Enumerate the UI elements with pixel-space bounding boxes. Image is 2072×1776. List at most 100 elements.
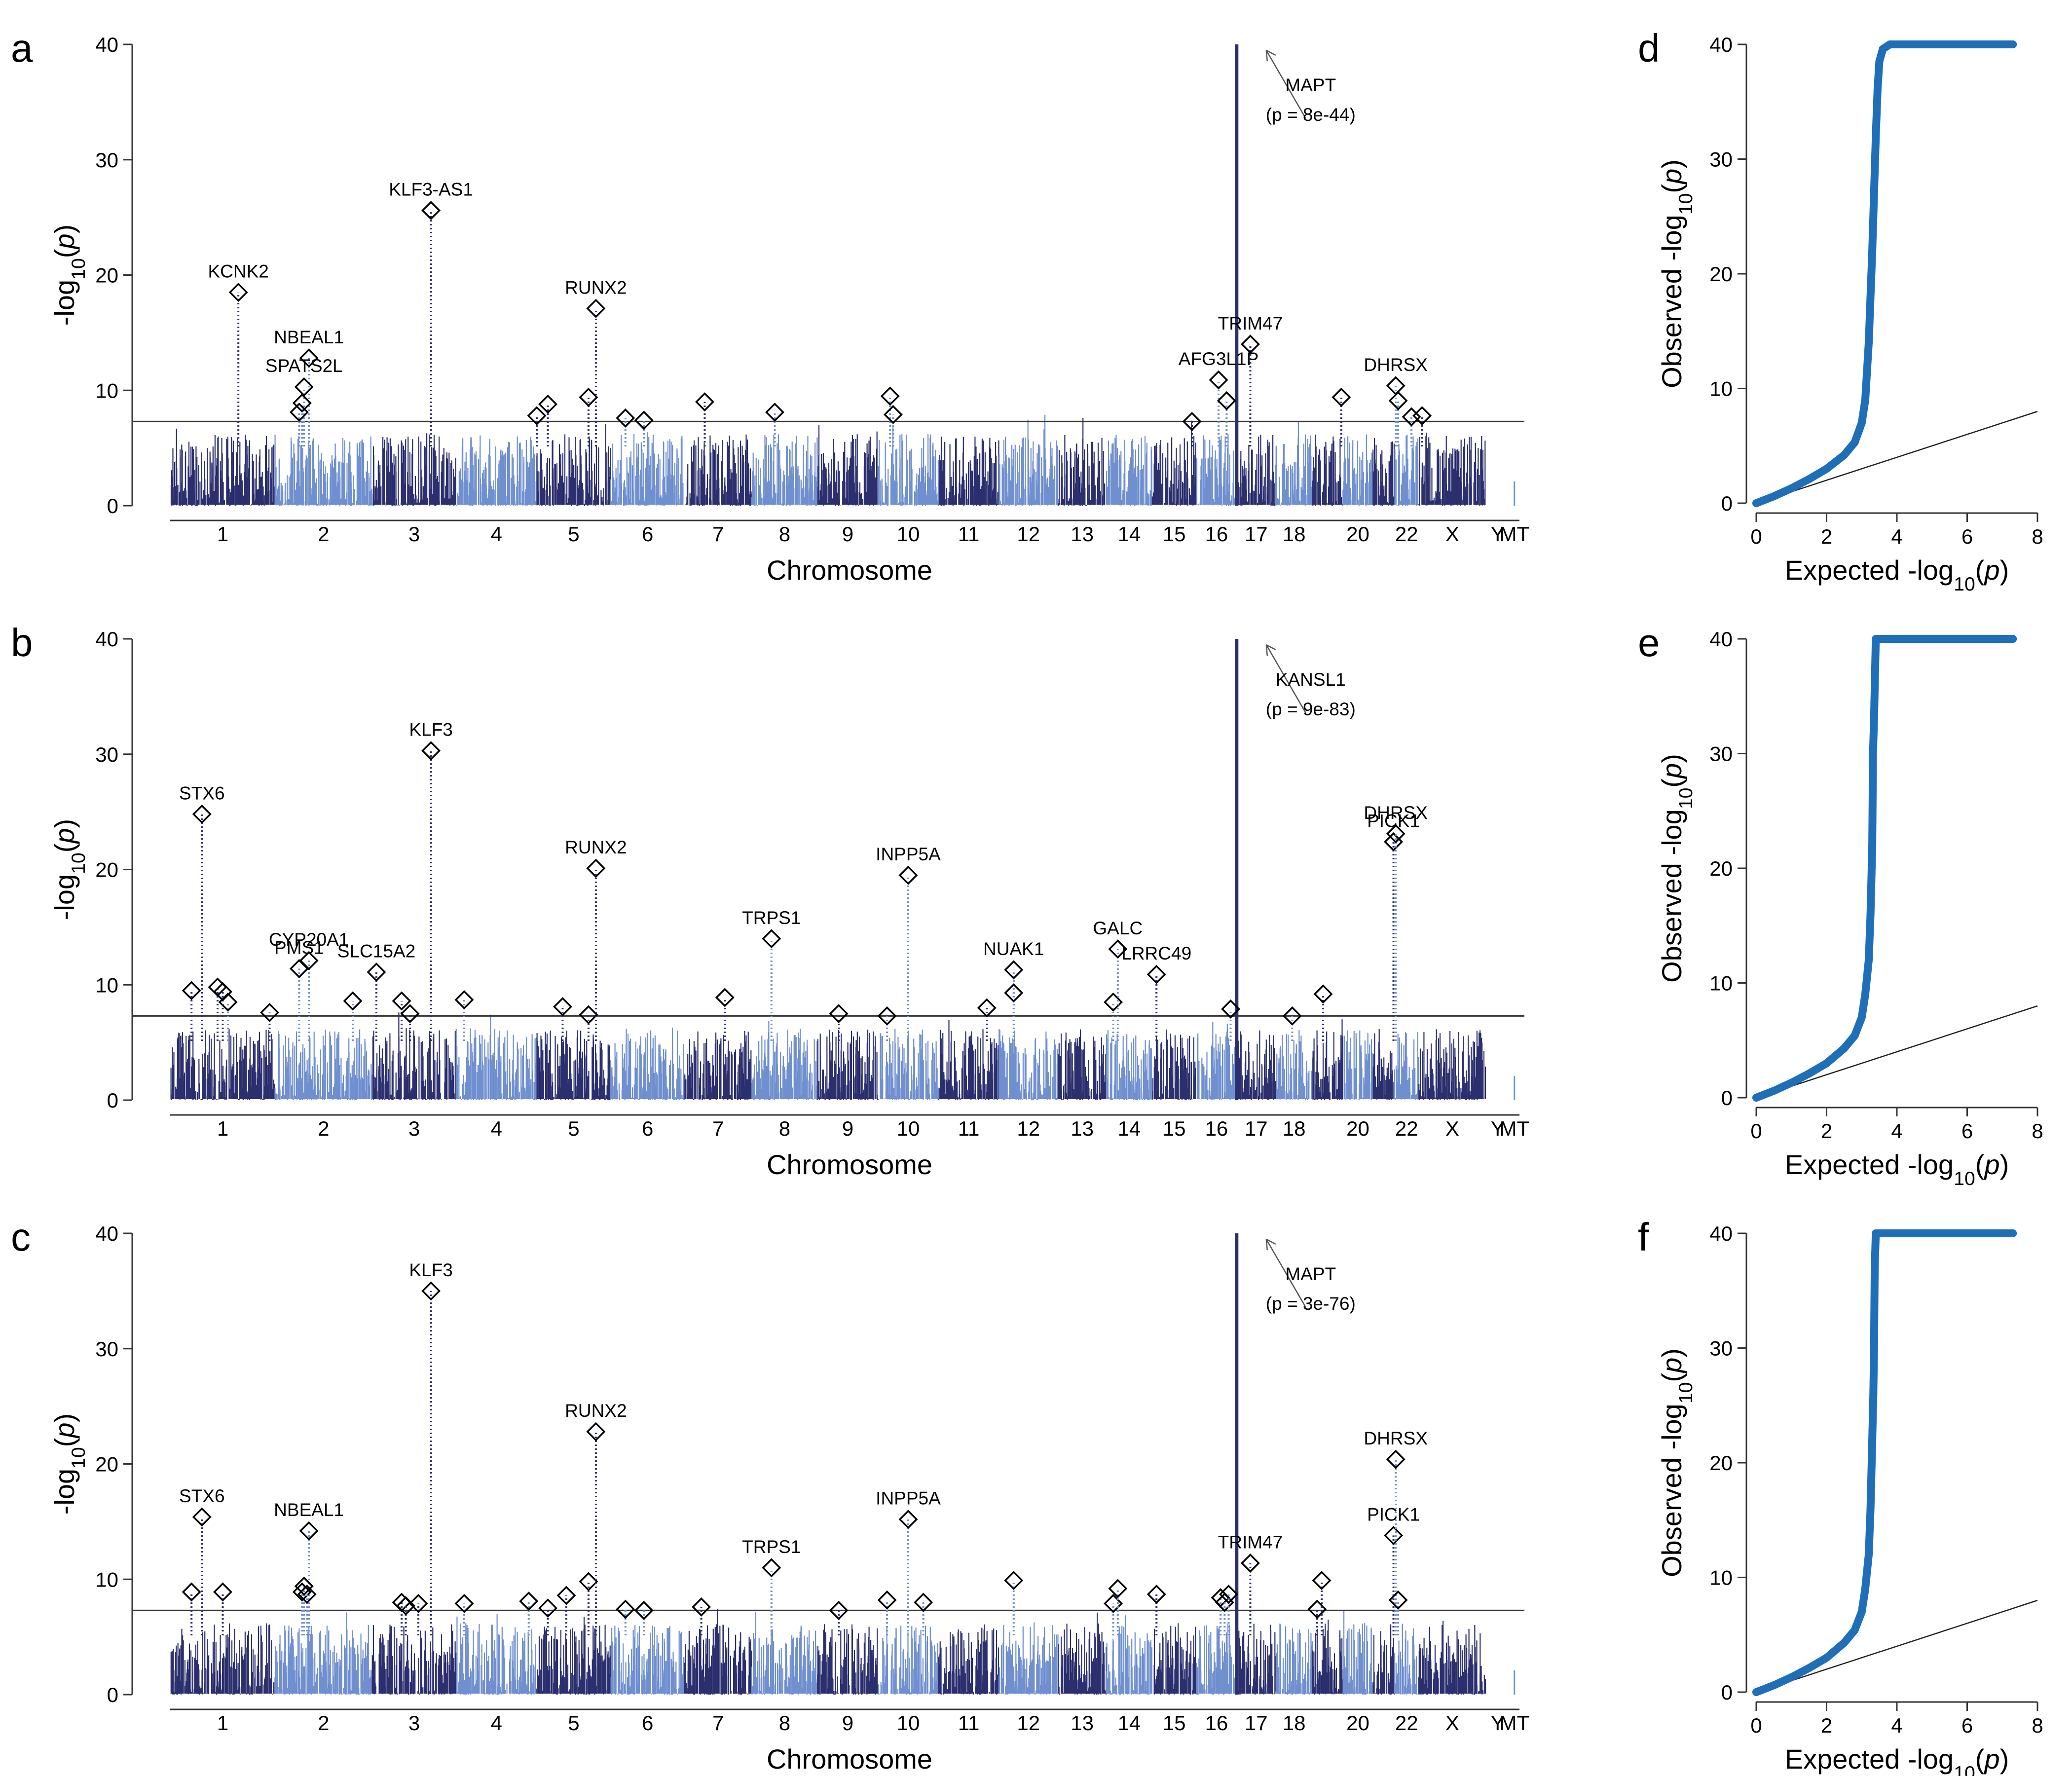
x-tick-label: MT bbox=[1499, 522, 1529, 546]
x-tick-label: 8 bbox=[779, 1117, 790, 1140]
qq-point bbox=[1752, 499, 1760, 507]
y-tick-label: 10 bbox=[1709, 1566, 1733, 1590]
peak-gene-label: SPATS2L bbox=[265, 356, 343, 376]
x-axis-label: Expected -log10(p) bbox=[1785, 1743, 2009, 1776]
peak-marker bbox=[977, 998, 997, 1018]
x-tick-label: MT bbox=[1499, 1711, 1529, 1735]
qq-point bbox=[1991, 635, 1999, 643]
y-tick-label: 20 bbox=[1709, 1451, 1733, 1475]
chromosome-points-23 bbox=[1418, 433, 1486, 506]
peak-gene-label: GALC bbox=[1093, 918, 1143, 938]
top-hit-arrow bbox=[1265, 644, 1306, 713]
y-tick-label: 40 bbox=[95, 33, 118, 56]
x-tick-label: 0 bbox=[1750, 1714, 1762, 1737]
peak-marker bbox=[616, 1599, 635, 1619]
x-tick-label: 11 bbox=[958, 1711, 980, 1735]
peak-marker bbox=[1384, 1525, 1404, 1545]
x-tick-label: 12 bbox=[1017, 1711, 1040, 1735]
qq-point bbox=[1868, 247, 1877, 255]
x-axis-label: Chromosome bbox=[767, 555, 932, 586]
panel-label: d bbox=[1638, 26, 1660, 70]
x-tick-label: 11 bbox=[958, 1117, 980, 1140]
peak-marker bbox=[616, 408, 635, 428]
y-axis-label: -log10(p) bbox=[49, 819, 89, 920]
peak-marker bbox=[400, 1004, 420, 1024]
qq-point bbox=[1879, 45, 1887, 53]
chromosome-points-13 bbox=[1057, 1029, 1107, 1100]
peak-marker bbox=[1282, 1006, 1302, 1026]
x-tick-label: 3 bbox=[408, 522, 420, 546]
peak-marker bbox=[1004, 1571, 1024, 1591]
y-tick-label: 30 bbox=[95, 148, 118, 172]
x-tick-label: 5 bbox=[568, 522, 579, 546]
qq-point bbox=[2009, 635, 2017, 643]
peak-marker bbox=[1388, 1590, 1408, 1610]
x-axis-label: Expected -log10(p) bbox=[1785, 555, 2009, 595]
peak-marker bbox=[343, 991, 363, 1011]
x-tick-label: Y bbox=[1491, 522, 1505, 546]
chromosome-points-2 bbox=[274, 1029, 373, 1100]
qq-point bbox=[1857, 1013, 1866, 1022]
qq-point bbox=[1928, 635, 1936, 643]
peak-marker bbox=[586, 1422, 606, 1442]
y-tick-label: 0 bbox=[1721, 1086, 1733, 1110]
top-hit-pvalue: (p = 3e-76) bbox=[1266, 1294, 1356, 1314]
peak-gene-label: CYP20A1 bbox=[269, 929, 349, 950]
chromosome-points-9 bbox=[817, 1624, 879, 1695]
peak-marker bbox=[883, 405, 903, 424]
peak-marker bbox=[392, 991, 411, 1011]
peak-gene-label: AFG3L1P bbox=[1179, 349, 1258, 369]
top-hit-arrow bbox=[1265, 50, 1306, 119]
peak-marker bbox=[421, 1281, 441, 1301]
x-tick-label: 9 bbox=[842, 1117, 853, 1140]
y-tick-label: 40 bbox=[95, 628, 118, 651]
x-tick-label: 6 bbox=[642, 522, 653, 546]
peak-marker bbox=[1004, 983, 1024, 1003]
y-tick-label: 0 bbox=[1721, 492, 1733, 515]
peak-gene-label: NBEAL1 bbox=[274, 1500, 344, 1520]
chromosome-points-10 bbox=[878, 1626, 938, 1695]
chromosome-points-23 bbox=[1418, 1029, 1486, 1100]
y-tick-label: 40 bbox=[1709, 628, 1733, 651]
y-tick-label: 20 bbox=[95, 264, 118, 287]
peak-marker bbox=[829, 1004, 849, 1024]
qq-point bbox=[1872, 132, 1880, 140]
peak-marker bbox=[762, 1558, 781, 1578]
peak-marker bbox=[294, 377, 314, 397]
x-tick-label: 9 bbox=[842, 522, 853, 546]
peak-marker bbox=[1147, 1585, 1166, 1604]
peak-marker bbox=[1108, 939, 1128, 959]
qq-point bbox=[1822, 1654, 1831, 1662]
peak-marker bbox=[228, 283, 248, 302]
x-tick-label: 10 bbox=[897, 1117, 920, 1140]
peak-marker bbox=[1221, 999, 1241, 1019]
peak-marker bbox=[579, 1005, 598, 1025]
x-tick-label: X bbox=[1445, 522, 1459, 546]
chromosome-points-17 bbox=[1237, 1624, 1276, 1695]
qq-point bbox=[1879, 635, 1887, 643]
peak-marker bbox=[1217, 391, 1236, 410]
chromosome-points-18 bbox=[1275, 1624, 1313, 1695]
chromosome-points-3 bbox=[371, 1624, 457, 1695]
chromosome-points-16 bbox=[1197, 1022, 1237, 1100]
peak-marker bbox=[1215, 1592, 1234, 1612]
qq-point bbox=[1879, 1229, 1887, 1237]
chromosome-points-13 bbox=[1057, 418, 1106, 506]
x-tick-label: 2 bbox=[318, 1117, 329, 1140]
chromosome-points-5 bbox=[536, 1030, 611, 1100]
y-tick-label: 0 bbox=[107, 494, 118, 518]
chromosome-points-7 bbox=[685, 434, 752, 506]
chromosome-points-22 bbox=[1394, 434, 1418, 506]
chromosome-points-5 bbox=[536, 1617, 611, 1695]
peak-gene-label: RUNX2 bbox=[565, 1401, 627, 1421]
chromosome-points-4 bbox=[455, 1014, 537, 1100]
x-tick-label: 4 bbox=[491, 522, 502, 546]
chromosome-points-12 bbox=[998, 1622, 1059, 1695]
chromosome-points-15 bbox=[1151, 1029, 1196, 1100]
x-tick-label: 8 bbox=[2032, 1714, 2043, 1737]
x-tick-label: 4 bbox=[1891, 525, 1902, 548]
chromosome-points-3 bbox=[372, 1012, 457, 1100]
qq-point bbox=[1998, 40, 2006, 48]
peak-gene-label: TRPS1 bbox=[742, 908, 801, 928]
qq-point bbox=[1865, 1551, 1873, 1558]
